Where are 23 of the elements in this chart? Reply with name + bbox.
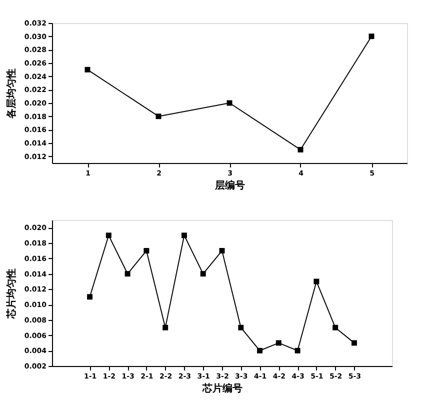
point bbox=[351, 340, 357, 346]
point bbox=[219, 248, 225, 254]
point bbox=[200, 271, 206, 277]
point bbox=[314, 278, 320, 284]
point bbox=[144, 248, 150, 254]
point bbox=[332, 324, 338, 330]
point bbox=[106, 232, 112, 238]
point bbox=[87, 294, 93, 300]
point bbox=[257, 348, 263, 354]
point bbox=[276, 340, 282, 346]
point bbox=[368, 34, 374, 40]
point bbox=[294, 348, 300, 354]
point bbox=[181, 232, 187, 238]
y-axis-title: 各层均匀性 bbox=[5, 68, 18, 120]
x-axis-title: 层编号 bbox=[214, 180, 245, 192]
x-axis-title: 芯片编号 bbox=[202, 382, 242, 394]
point bbox=[156, 114, 162, 120]
y-axis-title: 芯片均匀性 bbox=[5, 268, 18, 320]
point bbox=[162, 324, 168, 330]
point bbox=[298, 146, 304, 152]
point bbox=[238, 324, 244, 330]
point bbox=[124, 271, 130, 277]
point bbox=[84, 66, 90, 72]
